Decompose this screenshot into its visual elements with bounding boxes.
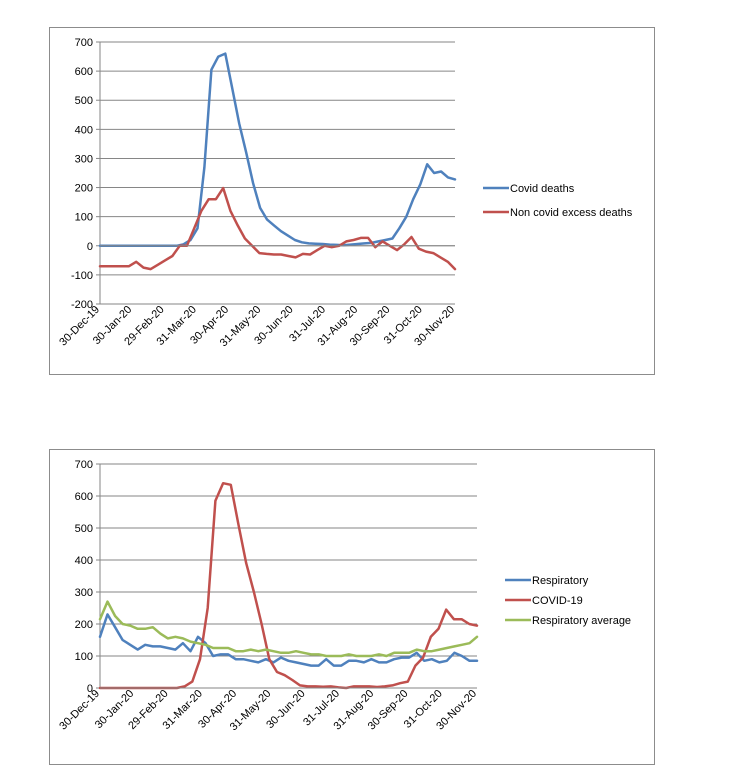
y-tick-label: -100: [71, 270, 93, 282]
series-line-1: [98, 613, 479, 667]
y-tick-label: 700: [75, 37, 93, 49]
y-tick-label: 400: [75, 124, 93, 136]
y-tick-label: 400: [75, 555, 93, 567]
y-tick-label: 200: [75, 619, 93, 631]
legend-label: Non covid excess deaths: [510, 207, 633, 219]
legend-label: Respiratory average: [532, 615, 631, 627]
y-tick-label: 300: [75, 587, 93, 599]
chart-respiratory-svg: 010020030040050060070030-Dec-1930-Jan-20…: [57, 459, 631, 733]
y-tick-label: 100: [75, 651, 93, 663]
chart-excess-deaths-svg: -200-100010020030040050060070030-Dec-193…: [57, 37, 633, 349]
legend-label: Respiratory: [532, 575, 589, 587]
y-tick-label: 600: [75, 66, 93, 78]
legend-label: Covid deaths: [510, 183, 575, 195]
y-tick-label: -200: [71, 299, 93, 311]
series-line-2: [98, 186, 457, 271]
y-tick-label: 500: [75, 523, 93, 535]
y-tick-label: 0: [87, 683, 93, 695]
y-tick-label: 500: [75, 95, 93, 107]
y-tick-label: 600: [75, 491, 93, 503]
series-line-3: [98, 600, 479, 658]
y-tick-label: 200: [75, 183, 93, 195]
legend-label: COVID-19: [532, 595, 583, 607]
y-tick-label: 100: [75, 212, 93, 224]
chart-excess-deaths: -200 -100 0 100 200 300 400 500 600 700 30-Dec-19 3…: [49, 27, 655, 375]
y-tick-label: 300: [75, 153, 93, 165]
y-tick-label: 700: [75, 459, 93, 471]
chart-respiratory: 0 100 200 300 400 500 600 700 30-Dec-19 30-Jan-20…: [49, 449, 655, 765]
y-tick-label: 0: [87, 241, 93, 253]
